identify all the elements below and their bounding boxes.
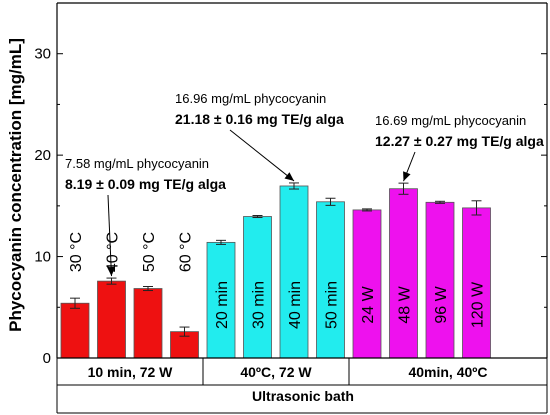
bar-label: 48 W [397,285,414,323]
annotation-line2: 21.18 ± 0.16 mg TE/g alga [175,111,344,127]
annotation-line1: 16.96 mg/mL phycocyanin [175,91,326,106]
annotation-arrow-line [229,129,295,182]
annotation-line2: 8.19 ± 0.09 mg TE/g alga [65,176,226,192]
bar-label: 24 W [360,285,377,323]
error-bars-layer [70,182,482,337]
annotation-line2: 12.27 ± 0.27 mg TE/g alga [375,133,544,149]
group-labels-layer: Ultrasonic bath 10 min, 72 W 40ºC, 72 W 40… [56,358,548,414]
bar-label: 50 min [324,281,341,329]
y-tick-label: 30 [34,46,51,63]
bar-label: 20 min [214,281,231,329]
bars-layer [60,185,491,359]
annotation-line1: 7.58 mg/mL phycocyanin [65,156,209,171]
annotation-arrowhead [403,171,411,182]
bar-label: 60 °C [178,232,195,272]
bar-label: 30 min [251,281,268,329]
bar-label: 40 min [287,281,304,329]
bar-label: 40 °C [105,232,122,272]
annotation-arrowhead [284,172,294,181]
bar [389,188,418,359]
axes-layer: Phycocyanin concentration [mg/mL] 0 10 20 3… [6,2,548,367]
annotation-line1: 16.69 mg/mL phycocyanin [375,113,526,128]
bar-labels-layer: 30 °C 40 °C 50 °C 60 °C 20 min 30 min 40 min 50… [68,232,487,329]
bar-label: 50 °C [141,232,158,272]
group-label: 40ºC, 72 W [240,364,312,380]
group-label: 40min, 40ºC [408,364,487,380]
y-axis-label: Phycocyanin concentration [mg/mL] [6,38,25,332]
bar [206,241,236,359]
bar [279,185,309,359]
bar [133,288,163,359]
y-tick-label: 20 [34,147,51,164]
annotation-arrow-line [107,194,112,277]
bar-label: 120 W [470,281,487,328]
group-label: 10 min, 72 W [88,364,174,380]
bar [60,302,90,359]
bar [352,209,382,359]
bar-label: 30 °C [68,232,85,272]
annotation-arrowhead [107,266,116,277]
bar [462,207,491,359]
x-axis-label: Ultrasonic bath [252,388,354,404]
y-tick-label: 10 [34,249,51,266]
annotations-layer: 7.58 mg/mL phycocyanin 8.19 ± 0.09 mg TE/… [65,91,544,277]
bar [316,201,345,359]
bar [97,280,126,359]
bar [425,201,455,359]
y-tick-label: 0 [43,350,51,367]
bar-label: 96 W [433,285,450,323]
